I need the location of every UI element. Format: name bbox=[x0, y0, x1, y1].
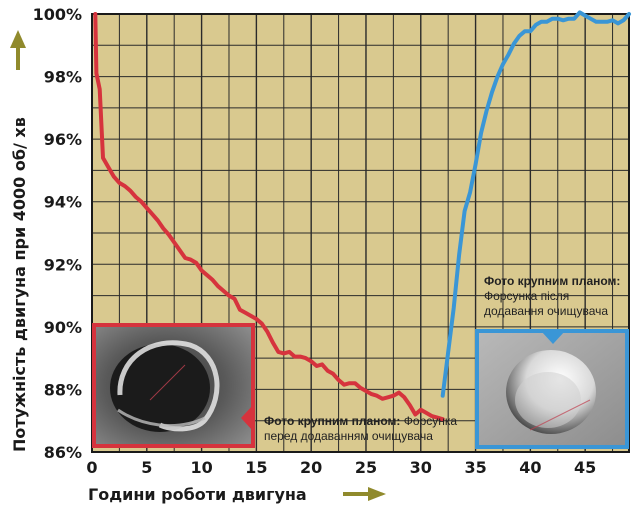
x-tick-label: 15 bbox=[245, 458, 267, 477]
x-tick-label: 10 bbox=[190, 458, 212, 477]
caption-before-line1: Форсунка bbox=[403, 414, 458, 428]
y-tick-label: 94% bbox=[44, 193, 82, 212]
x-tick-labels: 0 5 10 15 20 25 30 35 40 45 bbox=[86, 458, 596, 477]
y-tick-labels: 86% 88% 90% 92% 94% 96% 98% 100% bbox=[33, 5, 82, 462]
y-tick-label: 90% bbox=[44, 318, 82, 337]
x-tick-label: 0 bbox=[86, 458, 97, 477]
caption-before: Фото крупним планом: Форсунка перед дода… bbox=[264, 414, 484, 444]
y-axis-title: Потужність двигуна при 4000 об/ хв bbox=[10, 117, 29, 452]
x-axis-arrowhead bbox=[368, 487, 386, 501]
y-tick-label: 98% bbox=[44, 68, 82, 87]
x-tick-label: 5 bbox=[141, 458, 152, 477]
y-axis-arrowhead bbox=[10, 30, 26, 48]
caption-after-line1: Форсунка після bbox=[484, 289, 570, 303]
y-tick-label: 96% bbox=[44, 130, 82, 149]
x-tick-label: 40 bbox=[519, 458, 541, 477]
y-tick-label: 86% bbox=[44, 443, 82, 462]
photo-before-cleaner bbox=[92, 323, 255, 448]
x-tick-label: 35 bbox=[464, 458, 486, 477]
x-axis-title-group: Години роботи двигуна bbox=[88, 485, 386, 504]
y-tick-label: 92% bbox=[44, 255, 82, 274]
y-axis-title-group: Потужність двигуна при 4000 об/ хв bbox=[10, 30, 29, 452]
x-tick-label: 30 bbox=[410, 458, 432, 477]
y-tick-label: 88% bbox=[44, 380, 82, 399]
caption-after: Фото крупним планом: Форсунка після дода… bbox=[484, 274, 624, 319]
caption-before-bold: Фото крупним планом: bbox=[264, 414, 401, 428]
series-line-before bbox=[93, 12, 445, 422]
x-tick-label: 20 bbox=[300, 458, 322, 477]
plot-frame bbox=[91, 13, 630, 453]
caption-before-line2: перед додаванням очищувача bbox=[264, 429, 433, 443]
x-tick-label: 45 bbox=[574, 458, 596, 477]
y-tick-label: 100% bbox=[33, 5, 82, 24]
series-lines bbox=[93, 10, 631, 422]
x-axis-title: Години роботи двигуна bbox=[88, 485, 307, 504]
series-line-after bbox=[440, 10, 631, 398]
photo-after-cleaner bbox=[475, 329, 629, 449]
caption-after-line2: додавання очищувача bbox=[484, 304, 609, 318]
x-tick-label: 25 bbox=[355, 458, 377, 477]
caption-after-bold: Фото крупним планом: bbox=[484, 274, 621, 288]
